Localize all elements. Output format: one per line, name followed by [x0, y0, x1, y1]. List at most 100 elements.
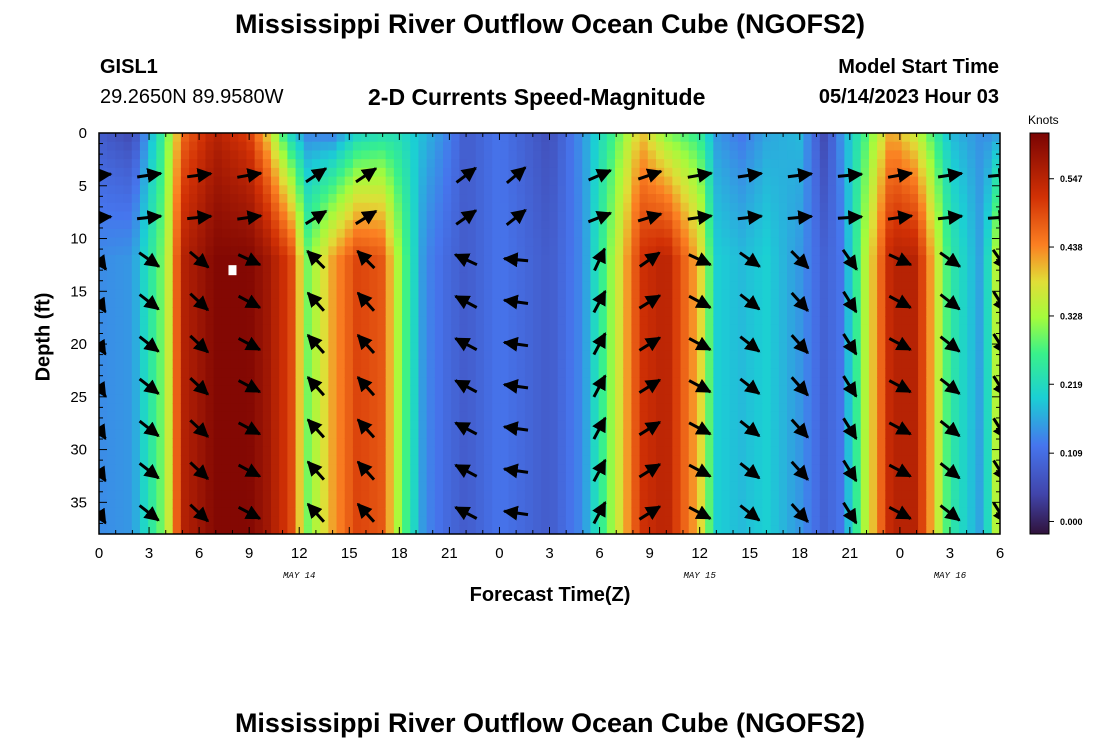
heatmap-cell — [852, 228, 862, 239]
heatmap-cell — [377, 525, 387, 534]
heatmap-cell — [680, 202, 690, 213]
heatmap-cell — [467, 455, 477, 465]
heatmap-cell — [565, 167, 575, 178]
heatmap-cell — [180, 298, 190, 308]
heatmap-cell — [336, 185, 346, 195]
heatmap-cell — [180, 411, 190, 422]
heatmap-cell — [377, 298, 387, 308]
heatmap-cell — [344, 359, 354, 369]
heatmap-cell — [770, 324, 780, 335]
heatmap-cell — [590, 281, 600, 291]
heatmap-cell — [524, 411, 534, 422]
heatmap-cell — [295, 429, 305, 439]
heatmap-cell — [123, 255, 133, 265]
heatmap-cell — [328, 525, 338, 534]
heatmap-cell — [983, 255, 993, 265]
heatmap-cell — [213, 490, 223, 500]
heatmap-cell — [524, 507, 534, 518]
heatmap-cell — [213, 150, 223, 160]
heatmap-cell — [868, 429, 878, 439]
heatmap-cell — [623, 211, 633, 221]
heatmap-cell — [541, 237, 551, 247]
heatmap-cell — [696, 525, 706, 534]
heatmap-cell — [672, 429, 682, 439]
heatmap-cell — [893, 176, 903, 186]
heatmap-cell — [787, 333, 796, 343]
heatmap-cell — [664, 525, 673, 534]
heatmap-cell — [344, 316, 354, 326]
heatmap-cell — [959, 359, 968, 369]
heatmap-cell — [721, 490, 731, 500]
heatmap-cell — [836, 438, 845, 448]
heatmap-cell — [483, 377, 493, 387]
heatmap-cell — [950, 403, 960, 413]
heatmap-cell — [541, 307, 551, 317]
heatmap-cell — [246, 202, 256, 213]
heatmap-cell — [139, 167, 149, 178]
heatmap-cell — [877, 429, 886, 439]
heatmap-cell — [549, 455, 559, 465]
heatmap-cell — [508, 324, 518, 335]
heatmap-cell — [213, 281, 223, 291]
heatmap-cell — [975, 481, 985, 492]
heatmap-cell — [475, 220, 485, 230]
heatmap-cell — [598, 429, 608, 439]
heatmap-cell — [426, 141, 436, 152]
heatmap-cell — [516, 202, 526, 213]
heatmap-cell — [770, 377, 780, 387]
heatmap-cell — [803, 350, 813, 361]
heatmap-cell — [287, 298, 297, 308]
heatmap-cell — [180, 194, 190, 204]
heatmap-cell — [655, 403, 665, 413]
heatmap-cell — [451, 481, 460, 492]
heatmap-cell — [426, 211, 436, 221]
heatmap-cell — [508, 159, 518, 169]
heatmap-cell — [803, 316, 813, 326]
heatmap-cell — [926, 176, 936, 186]
heatmap-cell — [115, 281, 125, 291]
heatmap-cell — [524, 490, 534, 500]
heatmap-cell — [713, 194, 723, 204]
heatmap-cell — [557, 316, 567, 326]
heatmap-cell — [99, 272, 108, 282]
heatmap-cell — [393, 185, 403, 195]
heatmap-cell — [877, 159, 886, 169]
heatmap-cell — [328, 298, 338, 308]
heatmap-cell — [271, 263, 280, 274]
heatmap-cell — [819, 176, 829, 186]
heatmap-cell — [688, 516, 698, 526]
heatmap-cell — [680, 228, 690, 239]
heatmap-cell — [926, 211, 936, 221]
heatmap-cell — [197, 324, 207, 335]
heatmap-cell — [950, 481, 960, 492]
heatmap-cell — [868, 141, 878, 152]
heatmap-cell — [893, 350, 903, 361]
heatmap-cell — [680, 333, 690, 343]
heatmap-cell — [664, 464, 673, 474]
heatmap-cell — [844, 481, 854, 492]
heatmap-cell — [721, 377, 731, 387]
heatmap-cell — [451, 342, 460, 352]
heatmap-cell — [328, 194, 338, 204]
heatmap-cell — [320, 429, 329, 439]
heatmap-cell — [221, 159, 231, 169]
heatmap-cell — [942, 516, 952, 526]
heatmap-cell — [811, 350, 821, 361]
heatmap-cell — [909, 507, 919, 518]
heatmap-cell — [811, 316, 821, 326]
heatmap-cell — [770, 464, 780, 474]
heatmap-cell — [508, 394, 518, 404]
heatmap-cell — [205, 525, 215, 534]
heatmap-cell — [557, 385, 567, 396]
heatmap-cell — [754, 516, 764, 526]
heatmap-cell — [688, 368, 698, 378]
heatmap-cell — [639, 359, 649, 369]
heatmap-cell — [574, 185, 583, 195]
heatmap-cell — [688, 185, 698, 195]
heatmap-cell — [918, 194, 927, 204]
heatmap-cell — [565, 516, 575, 526]
heatmap-cell — [615, 403, 624, 413]
heatmap-cell — [344, 507, 354, 518]
heatmap-cell — [631, 385, 641, 396]
heatmap-cell — [238, 316, 248, 326]
